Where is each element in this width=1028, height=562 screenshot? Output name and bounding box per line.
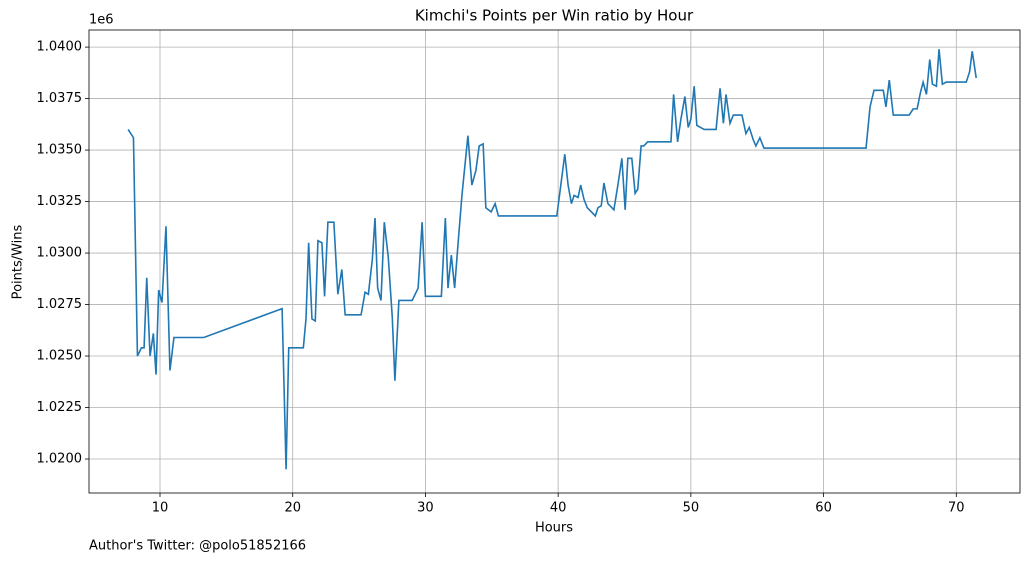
x-tick-label: 20: [284, 501, 301, 516]
y-tick-label: 1.0300: [37, 246, 83, 261]
chart-title: Kimchi's Points per Win ratio by Hour: [415, 7, 694, 25]
line-series: [127, 49, 977, 470]
y-tick-label: 1.0225: [37, 400, 83, 415]
y-tick-label: 1.0250: [37, 349, 83, 364]
x-axis-label: Hours: [535, 521, 573, 536]
plot-frame: [88, 29, 1021, 494]
x-tick-label: 10: [152, 501, 169, 516]
y-tick-label: 1.0325: [37, 194, 83, 209]
x-tick-label: 30: [417, 501, 434, 516]
y-axis-label: Points/Wins: [11, 224, 26, 299]
y-tick-label: 1.0400: [37, 40, 83, 55]
y-tick-label: 1.0200: [37, 452, 83, 467]
x-tick-label: 60: [815, 501, 832, 516]
y-tick-label: 1.0350: [37, 143, 83, 158]
y-offset-label: 1e6: [89, 13, 114, 28]
x-tick-label: 40: [550, 501, 567, 516]
x-tick-label: 70: [948, 501, 965, 516]
footer: Author's Twitter: @polo51852166: [89, 539, 306, 554]
x-tick-label: 50: [683, 501, 700, 516]
y-tick-label: 1.0375: [37, 91, 83, 106]
y-tick-label: 1.0275: [37, 297, 83, 312]
